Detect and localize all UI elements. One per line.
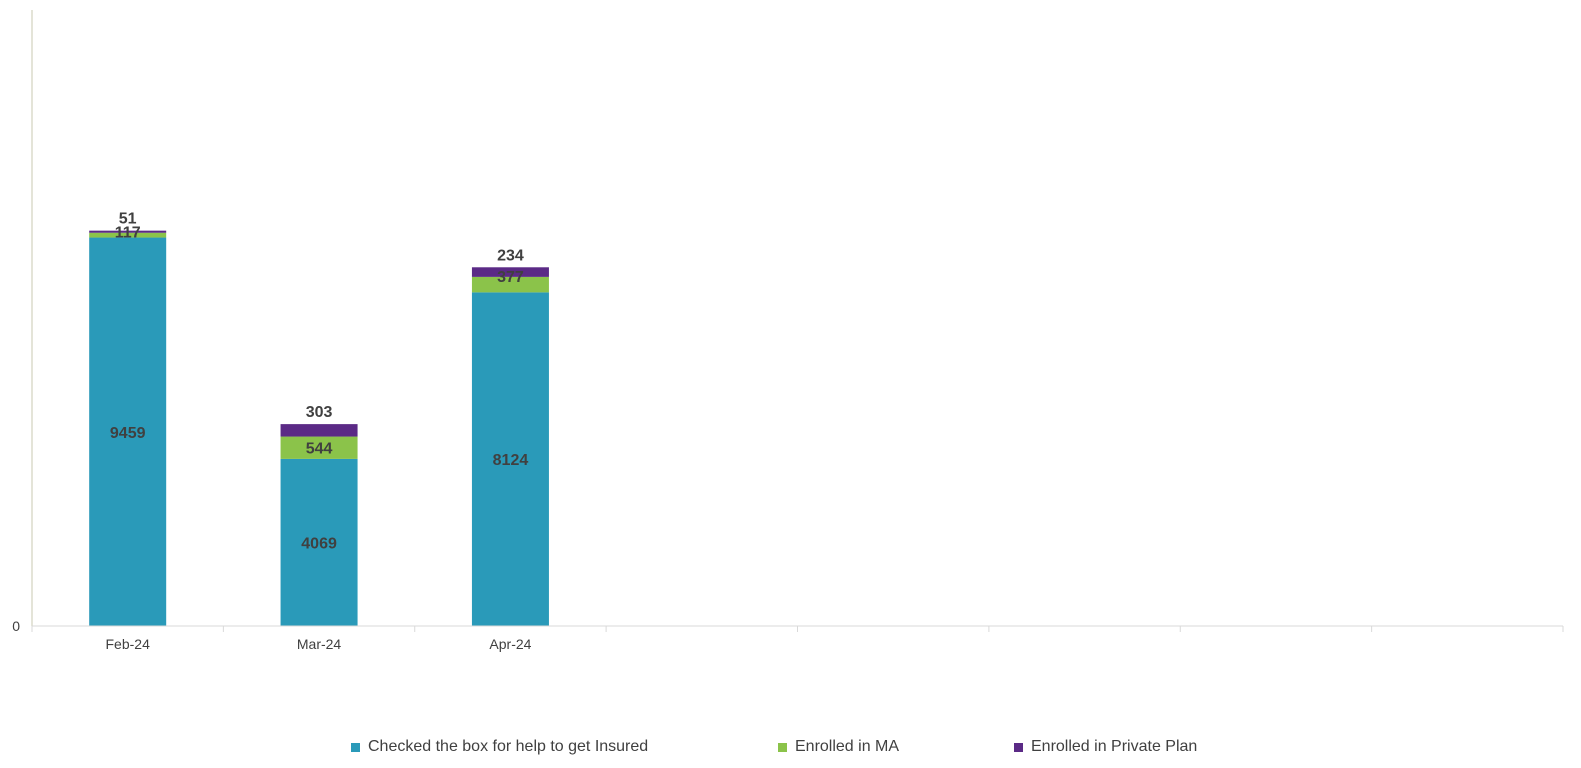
data-label: 8124 (493, 452, 529, 469)
legend-swatch (778, 742, 787, 752)
data-label: 9459 (110, 425, 146, 442)
data-label: 117 (115, 225, 141, 242)
legend-item: Checked the box for help to get Insured (351, 738, 648, 756)
bar-segment (89, 232, 167, 238)
x-tick-label: Feb-24 (106, 636, 151, 652)
legend-swatch (1014, 742, 1023, 752)
bars-group (89, 230, 549, 626)
legend-label: Enrolled in Private Plan (1031, 738, 1198, 755)
axes-group: 0 Feb-24 Mar-24 Apr-24 (12, 10, 1564, 652)
x-tick-label: Apr-24 (489, 636, 531, 652)
data-label: 303 (306, 404, 333, 421)
legend-swatch (351, 742, 360, 752)
legend-label: Enrolled in MA (795, 738, 900, 755)
data-label: 234 (497, 247, 524, 264)
legend-label: Checked the box for help to get Insured (368, 738, 649, 755)
bar-segment (471, 292, 549, 626)
bar-segment (89, 237, 167, 626)
legend: Checked the box for help to get Insured E… (0, 738, 1581, 762)
bar-segment (471, 267, 549, 277)
bar-segment (89, 230, 167, 233)
bar-segment (280, 436, 358, 459)
data-label: 377 (497, 269, 524, 286)
x-tick-label: Mar-24 (297, 636, 342, 652)
legend-item: Enrolled in Private Plan (1014, 738, 1197, 756)
bar-segment (280, 424, 358, 437)
data-label: 4069 (301, 535, 337, 552)
data-label: 51 (119, 211, 137, 228)
bar-segment (280, 458, 358, 626)
y-tick-label: 0 (12, 618, 20, 634)
legend-item: Enrolled in MA (778, 738, 899, 756)
bar-segment (471, 276, 549, 293)
data-label: 544 (306, 441, 333, 458)
